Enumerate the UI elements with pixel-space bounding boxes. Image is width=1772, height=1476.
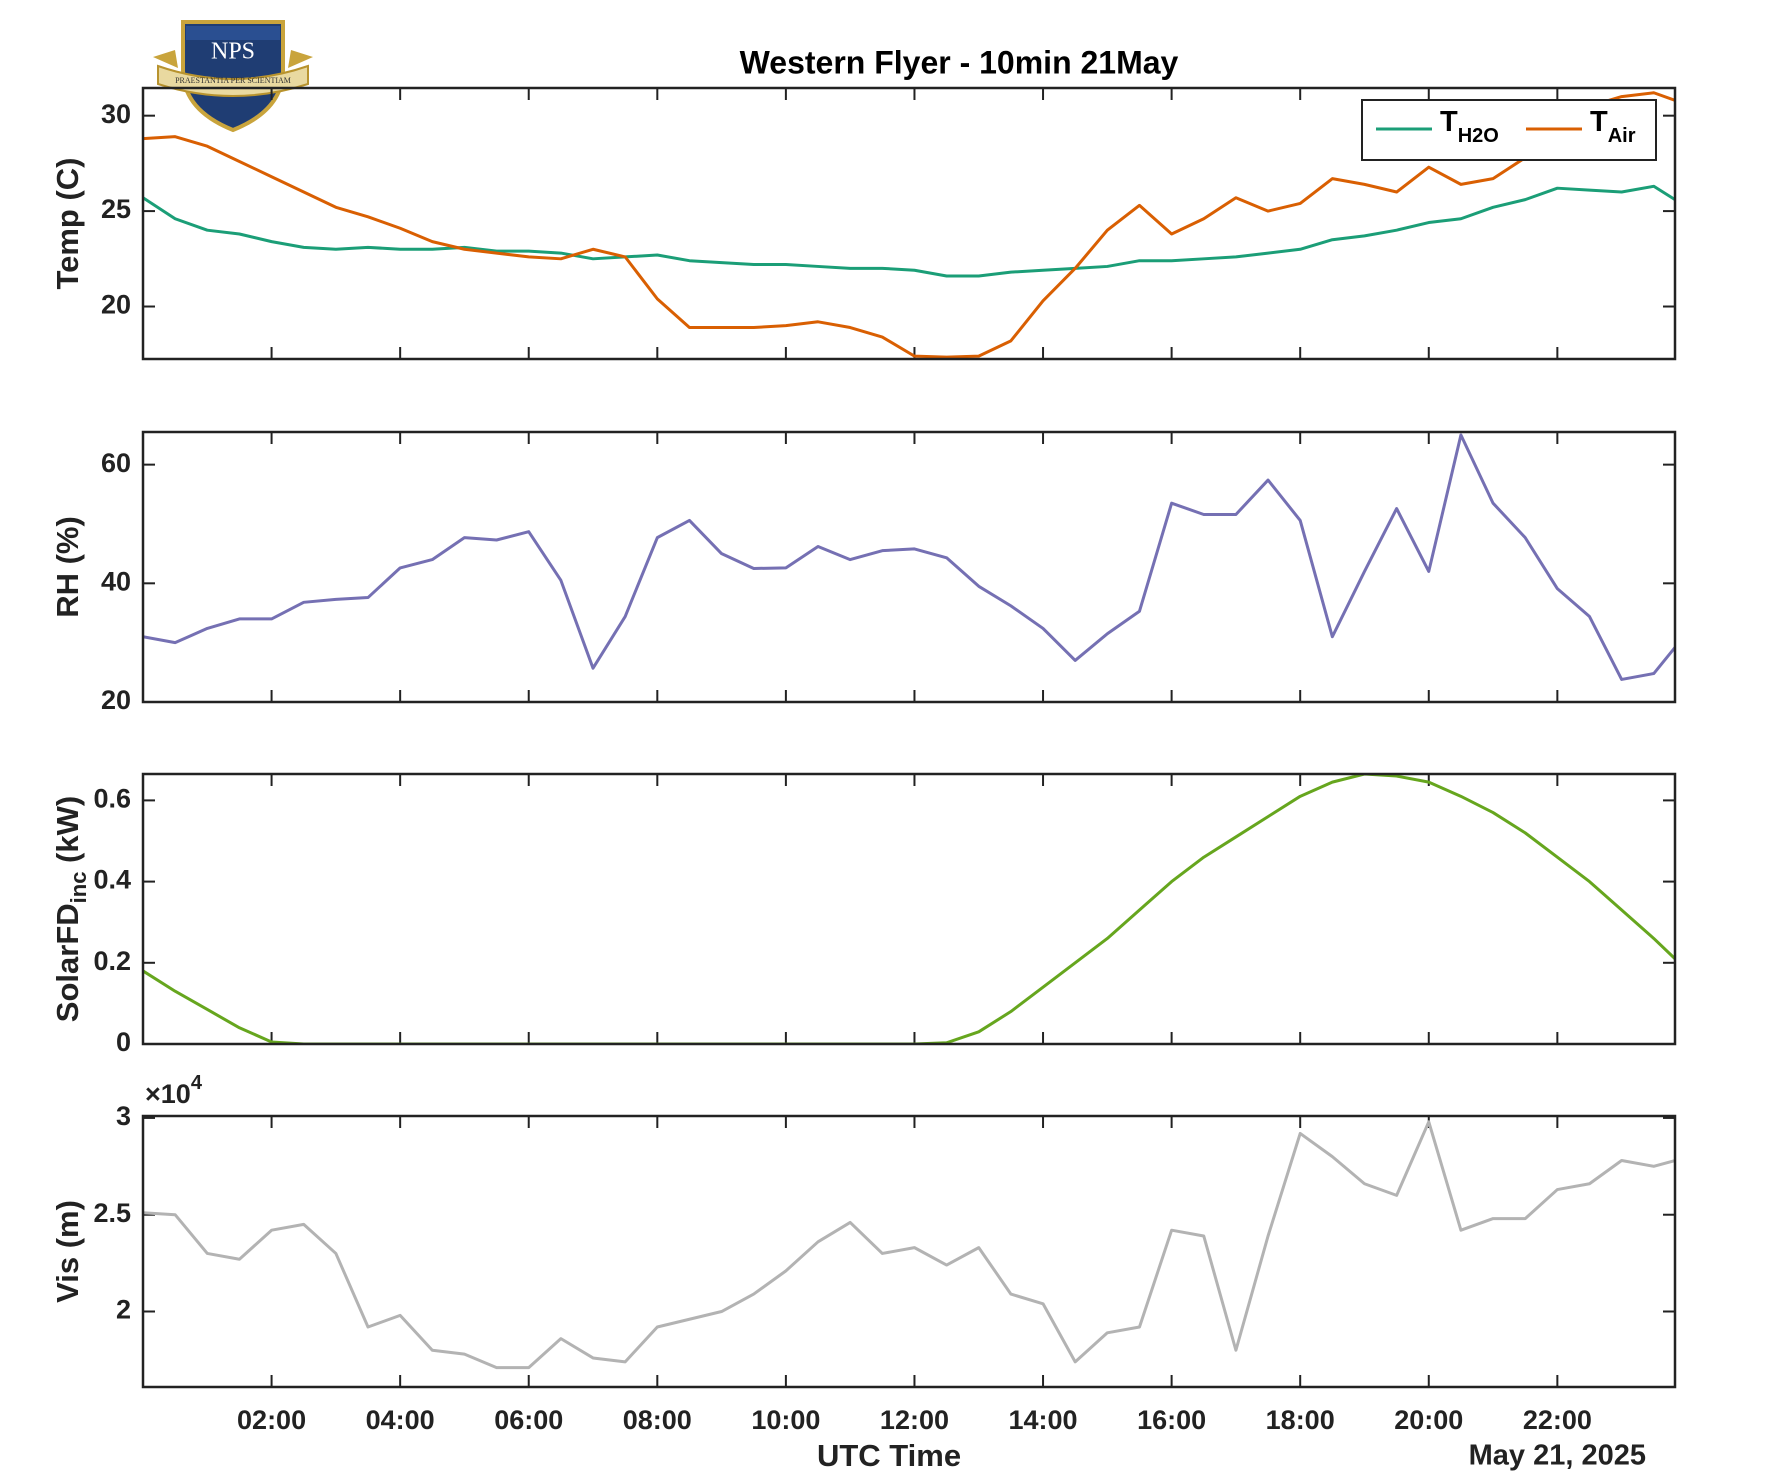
x-tick-label: 06:00 (494, 1405, 563, 1435)
logo-text: NPS (211, 39, 255, 65)
x-tick-label: 14:00 (1009, 1405, 1078, 1435)
legend-label-sub: H2O (1458, 125, 1499, 147)
y-tick-label: 2.5 (93, 1198, 131, 1228)
y-axis-label-main: RH (%) (50, 516, 85, 618)
y-tick-label: 0 (116, 1027, 131, 1057)
date-label: May 21, 2025 (1469, 1440, 1646, 1472)
y-axis-label: Vis (m) (50, 1200, 85, 1303)
y-axis-label-unit: (kW) (50, 796, 85, 872)
y-exponent-base: ×10 (145, 1079, 191, 1109)
x-axis-label: UTC Time (817, 1438, 961, 1473)
y-tick-label: 2 (116, 1295, 131, 1325)
y-axis-label: RH (%) (50, 516, 85, 618)
axes-frame (141, 1114, 1677, 1389)
y-tick-label: 20 (101, 685, 131, 715)
chart-title: Western Flyer - 10min 21May (740, 44, 1179, 80)
legend-label-sub: Air (1608, 125, 1636, 147)
series-line (143, 184, 1675, 278)
x-tick-label: 16:00 (1137, 1405, 1206, 1435)
y-axis-label-sub: inc (66, 872, 91, 904)
legend-label-main: T (1440, 106, 1458, 138)
axes-frame (141, 86, 1677, 361)
x-tick-label: 02:00 (237, 1405, 306, 1435)
axes-frame (141, 772, 1677, 1046)
x-tick-label: 10:00 (751, 1405, 820, 1435)
series-line (143, 91, 1675, 359)
series-line (143, 433, 1675, 681)
y-tick-label: 0.6 (93, 784, 131, 814)
y-tick-label: 3 (116, 1101, 131, 1131)
x-tick-label: 18:00 (1266, 1405, 1335, 1435)
y-axis-label: SolarFDinc (kW) (50, 796, 91, 1022)
y-axis-label: Temp (C) (50, 157, 85, 289)
logo: NPS PRAESTANTIA PER SCIENTIAM (153, 20, 313, 133)
logo-motto: PRAESTANTIA PER SCIENTIAM (175, 76, 291, 85)
y-axis-label-main: SolarFD (50, 903, 85, 1022)
x-tick-label: 08:00 (623, 1405, 692, 1435)
y-axis-label-main: Vis (m) (50, 1200, 85, 1303)
series-line (143, 1120, 1675, 1370)
x-tick-label: 04:00 (366, 1405, 435, 1435)
series-line (143, 774, 1675, 1044)
y-tick-label: 60 (101, 448, 131, 478)
x-tick-label: 22:00 (1523, 1405, 1592, 1435)
y-exponent-power: 4 (191, 1072, 203, 1094)
y-tick-label: 0.2 (93, 946, 131, 976)
legend-label: TAir (1590, 106, 1636, 148)
y-axis-label-main: Temp (C) (50, 157, 85, 289)
x-tick-label: 12:00 (880, 1405, 949, 1435)
logo-stars (186, 26, 280, 40)
axes-frame (141, 430, 1677, 704)
y-tick-label: 25 (101, 194, 131, 224)
y-tick-label: 0.4 (93, 865, 131, 895)
y-tick-label: 40 (101, 566, 131, 596)
x-tick-label: 20:00 (1394, 1405, 1463, 1435)
legend-label: TH2O (1440, 106, 1499, 148)
legend-label-main: T (1590, 106, 1608, 138)
y-tick-label: 30 (101, 99, 131, 129)
y-exponent: ×104 (145, 1072, 203, 1109)
y-tick-label: 20 (101, 290, 131, 320)
